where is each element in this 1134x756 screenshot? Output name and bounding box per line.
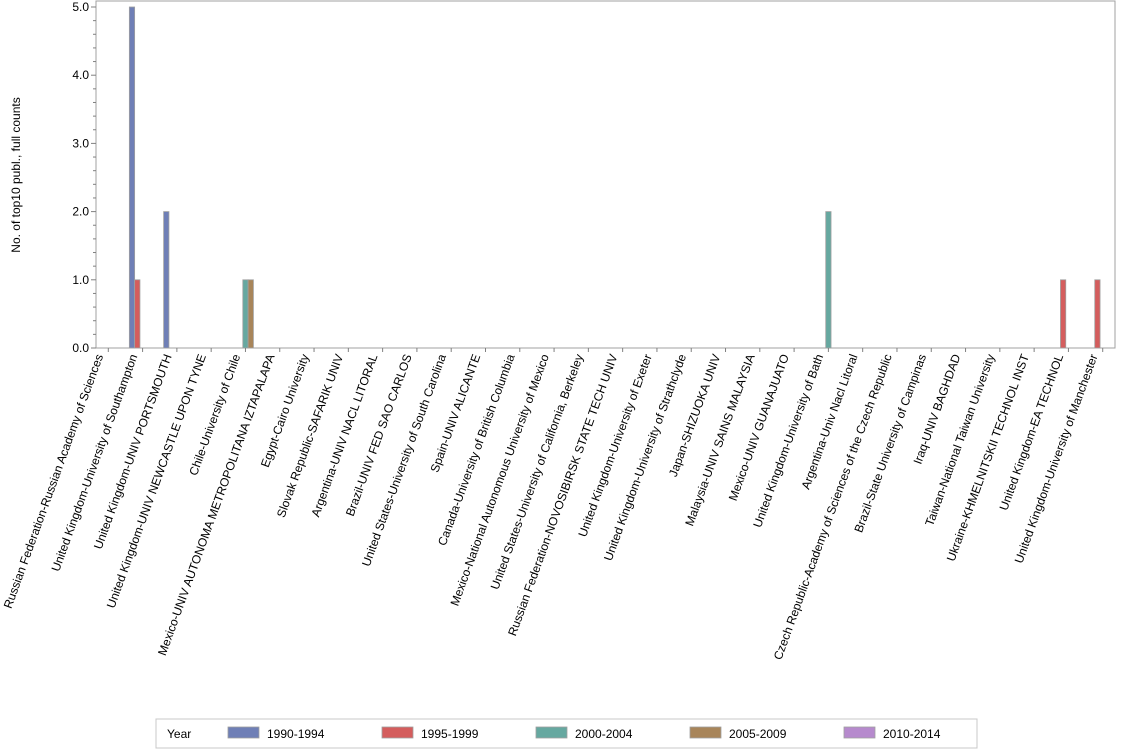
- y-tick-label: 3.0: [72, 136, 89, 150]
- legend-label: 1995-1999: [421, 727, 479, 741]
- legend-swatch: [843, 726, 876, 739]
- y-tick-label: 4.0: [72, 68, 89, 82]
- bar-2000-2004: [825, 211, 832, 349]
- plot-frame: [95, 0, 1116, 349]
- y-tick-label: 0.0: [72, 341, 89, 355]
- y-tick-label: 2.0: [72, 205, 89, 219]
- bar-2000-2004: [242, 279, 249, 349]
- legend-swatch: [381, 726, 414, 739]
- legend-label: 2010-2014: [883, 727, 941, 741]
- bars: [128, 6, 1101, 349]
- legend-swatch: [227, 726, 260, 739]
- legend-label: 2005-2009: [729, 727, 787, 741]
- y-axis: 0.0 1.0 2.0 3.0 4.0 5.0: [72, 0, 96, 355]
- legend-title: Year: [167, 727, 191, 741]
- y-axis-label: No. of top10 publ., full counts: [9, 97, 23, 252]
- bar-1995-1999: [1094, 279, 1101, 349]
- legend: Year 1990-1994 1995-1999 2000-2004 2005-200…: [155, 718, 978, 749]
- bar-1990-1994: [128, 6, 136, 349]
- x-tick-label: Slovak Republic-SAFARIK UNIV: [274, 352, 346, 519]
- x-axis-labels: Russian Federation-Russian Academy of Sc…: [1, 348, 1104, 662]
- legend-swatch: [689, 726, 722, 739]
- y-tick-label: 5.0: [72, 0, 89, 14]
- bar-2005-2009: [247, 279, 254, 349]
- legend-label: 2000-2004: [575, 727, 633, 741]
- x-tick-label: Brazil-UNIV FED SAO CARLOS: [343, 352, 415, 518]
- bar-1995-1999: [134, 279, 141, 349]
- legend-swatch: [535, 726, 568, 739]
- bar-1995-1999: [1060, 279, 1067, 349]
- x-tick-label: Argentina-UNIV NACL LITORAL: [308, 352, 380, 519]
- x-tick-label: United Kingdom-EA TECHNOL: [997, 352, 1067, 512]
- y-tick-label: 1.0: [72, 273, 89, 287]
- legend-label: 1990-1994: [267, 727, 325, 741]
- bar-1990-1994: [163, 211, 170, 349]
